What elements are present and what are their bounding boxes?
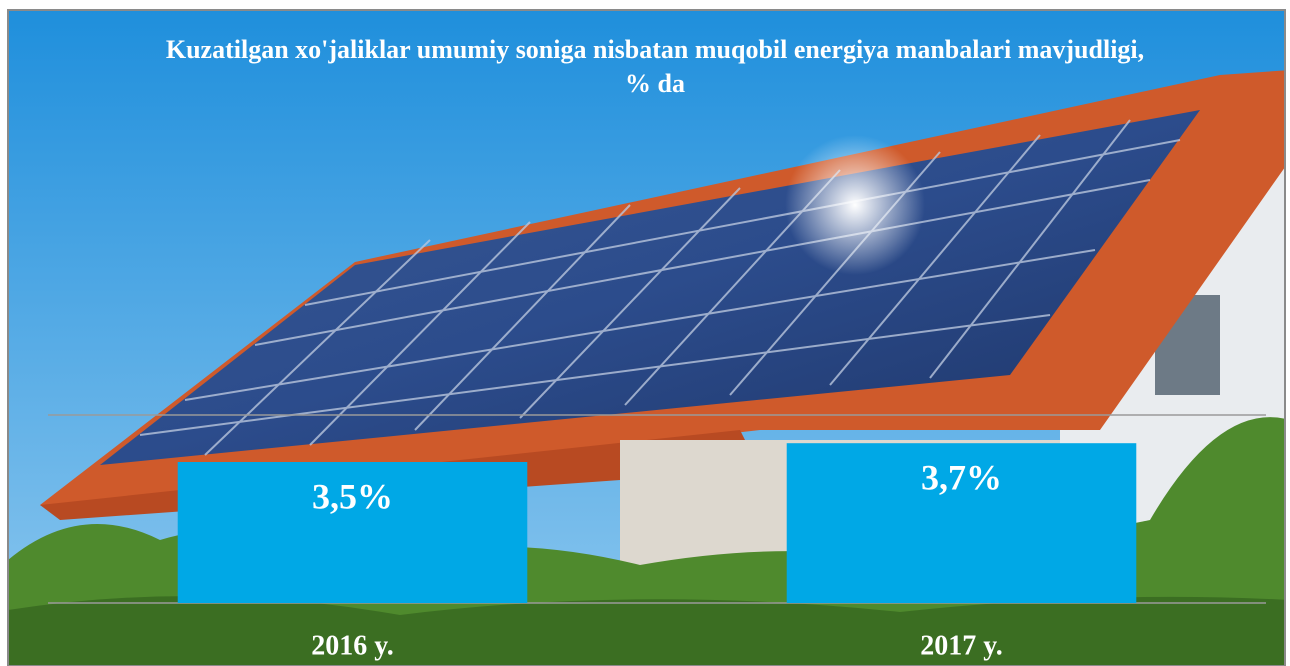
x-tick-label: 2017 y. xyxy=(920,630,1002,661)
value-label: 3,5% xyxy=(312,476,393,516)
title-line: % da xyxy=(625,69,685,98)
title-line: Kuzatilgan xo'jaliklar umumiy soniga nis… xyxy=(166,35,1144,64)
page: Kuzatilgan xo'jaliklar umumiy soniga nis… xyxy=(0,0,1290,666)
value-label: 3,7% xyxy=(921,457,1002,497)
chart: Kuzatilgan xo'jaliklar umumiy soniga nis… xyxy=(0,0,1290,666)
x-tick-label: 2016 y. xyxy=(311,630,393,661)
